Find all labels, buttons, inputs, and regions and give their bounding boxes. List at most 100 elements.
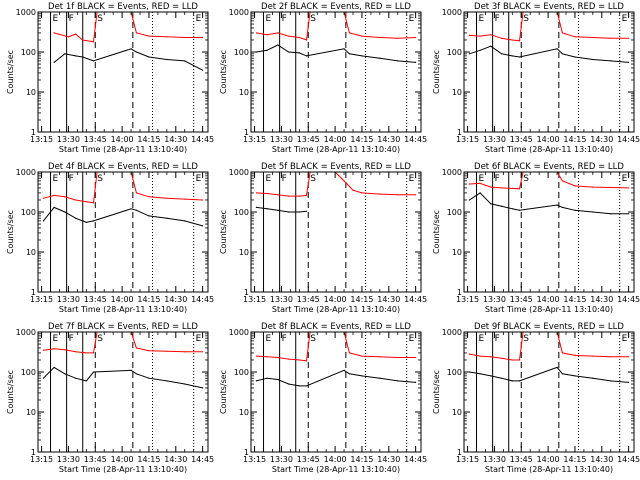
data-point-lld bbox=[82, 39, 84, 41]
data-point-events bbox=[130, 48, 132, 50]
x-tick-label: 14:30 bbox=[590, 135, 613, 144]
marker-label: F bbox=[282, 174, 287, 184]
y-tick-label: 1000 bbox=[229, 168, 249, 177]
marker-label: S bbox=[310, 334, 316, 344]
data-point-events bbox=[574, 375, 576, 377]
y-tick-label: 1 bbox=[244, 448, 249, 457]
x-tick-label: 14:15 bbox=[350, 295, 373, 304]
data-point-events bbox=[202, 69, 204, 71]
y-tick-label: 1 bbox=[31, 448, 36, 457]
x-tick-label: 13:15 bbox=[456, 455, 479, 464]
x-tick-label: 14:00 bbox=[537, 295, 560, 304]
data-point-lld bbox=[85, 352, 87, 354]
data-point-lld bbox=[415, 356, 417, 359]
data-point-lld bbox=[53, 348, 55, 350]
y-tick-label: 1000 bbox=[442, 328, 462, 337]
y-axis-label: Counts/sec bbox=[6, 210, 15, 254]
data-point-lld bbox=[202, 351, 204, 353]
marker-label: F bbox=[495, 174, 500, 184]
x-tick-label: 13:15 bbox=[243, 135, 266, 144]
plot-frame bbox=[37, 171, 209, 293]
data-layer bbox=[468, 332, 630, 452]
data-layer bbox=[468, 172, 630, 292]
data-point-lld bbox=[135, 192, 137, 194]
data-point-events bbox=[343, 369, 345, 371]
data-point-lld bbox=[501, 37, 503, 39]
series-events-line bbox=[469, 366, 629, 383]
x-tick-label: 13:45 bbox=[510, 455, 533, 464]
series-lld-line bbox=[256, 12, 416, 41]
data-point-lld bbox=[277, 32, 279, 34]
data-point-lld bbox=[148, 196, 150, 198]
data-point-lld bbox=[255, 355, 257, 357]
marker-label: E bbox=[622, 14, 628, 24]
series-lld-line bbox=[469, 172, 629, 190]
marker-label: E bbox=[409, 334, 415, 344]
x-tick-label: 14:30 bbox=[164, 295, 187, 304]
marker-label: E bbox=[196, 14, 202, 24]
data-point-events bbox=[53, 366, 55, 368]
data-point-events bbox=[305, 210, 308, 212]
data-point-lld bbox=[75, 351, 77, 353]
data-point-events bbox=[64, 211, 66, 213]
data-point-lld bbox=[592, 36, 594, 39]
x-tick-label: 13:15 bbox=[30, 295, 53, 304]
data-point-events bbox=[277, 209, 279, 211]
y-tick-label: 100 bbox=[447, 208, 462, 217]
data-point-lld bbox=[64, 196, 66, 198]
data-point-events bbox=[361, 55, 363, 57]
marker-label: E bbox=[409, 174, 415, 184]
data-point-lld bbox=[85, 201, 87, 203]
x-axis-label: Start Time (28-Apr-11 13:10:40) bbox=[485, 305, 613, 314]
data-point-events bbox=[255, 206, 257, 208]
data-point-lld bbox=[135, 347, 137, 349]
x-tick-label: 13:15 bbox=[30, 455, 53, 464]
data-point-lld bbox=[305, 360, 308, 362]
data-point-lld bbox=[92, 41, 95, 43]
data-point-lld bbox=[266, 34, 268, 36]
data-point-events bbox=[610, 60, 612, 62]
data-point-lld bbox=[67, 36, 69, 38]
data-point-events bbox=[202, 225, 204, 227]
data-point-lld bbox=[361, 355, 363, 357]
marker-label: E bbox=[409, 14, 415, 24]
data-point-events bbox=[64, 53, 66, 55]
data-point-events bbox=[64, 373, 66, 375]
data-point-events bbox=[166, 217, 168, 219]
y-tick-label: 1 bbox=[31, 128, 36, 137]
y-tick-label: 10 bbox=[239, 408, 249, 417]
x-tick-label: 14:45 bbox=[404, 135, 427, 144]
data-point-lld bbox=[397, 37, 399, 39]
y-tick-label: 1 bbox=[457, 448, 462, 457]
y-tick-label: 1000 bbox=[442, 168, 462, 177]
y-tick-label: 1 bbox=[244, 128, 249, 137]
data-point-events bbox=[298, 385, 300, 387]
data-point-lld bbox=[415, 194, 417, 196]
marker-label: F bbox=[495, 14, 500, 24]
series-events-line bbox=[43, 206, 203, 227]
data-point-events bbox=[479, 192, 481, 194]
y-tick-label: 100 bbox=[21, 48, 36, 57]
data-point-lld bbox=[468, 183, 470, 185]
series-events-line bbox=[256, 44, 416, 63]
data-point-events bbox=[556, 204, 558, 206]
data-point-events bbox=[561, 206, 564, 208]
data-point-lld bbox=[628, 37, 630, 39]
marker-label: E bbox=[53, 14, 59, 24]
data-point-lld bbox=[277, 356, 279, 359]
data-point-events bbox=[82, 56, 84, 58]
x-tick-label: 14:00 bbox=[324, 135, 347, 144]
data-point-lld bbox=[348, 32, 350, 34]
y-tick-label: 1 bbox=[457, 288, 462, 297]
data-point-lld bbox=[361, 192, 363, 194]
y-tick-label: 1 bbox=[31, 288, 36, 297]
data-point-lld bbox=[361, 35, 363, 37]
x-tick-label: 13:30 bbox=[270, 295, 293, 304]
data-point-lld bbox=[305, 194, 308, 196]
x-tick-label: 13:45 bbox=[84, 295, 107, 304]
data-point-lld bbox=[166, 350, 168, 352]
